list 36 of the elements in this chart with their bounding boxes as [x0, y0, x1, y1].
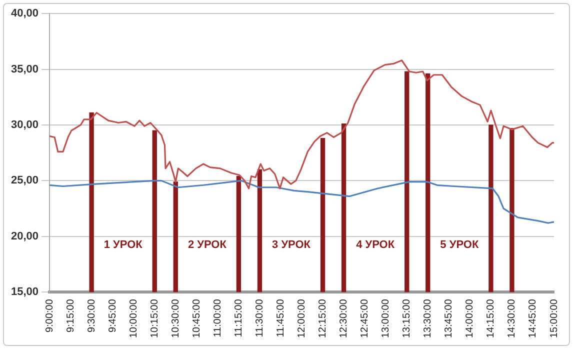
x-tick-label: 9:30:00 [86, 298, 98, 332]
y-tick-label: 25,00 [10, 174, 39, 187]
x-tick-label: 10:15:00 [149, 298, 160, 338]
x-tick-label: 10:45:00 [191, 298, 202, 338]
x-tick-label: 12:00:00 [296, 298, 308, 338]
x-tick-label: 10:30:00 [170, 298, 182, 338]
annotation: 1 УРОК [104, 238, 143, 251]
x-tick-label: 11:15:00 [233, 298, 244, 338]
x-tick-label: 14:30:00 [506, 298, 518, 338]
y-tick-label: 20,00 [10, 230, 39, 242]
x-tick-label: 11:45:00 [275, 298, 286, 338]
y-tick-label: 30,00 [10, 119, 39, 132]
y-tick-label: 35,00 [10, 63, 39, 76]
x-tick-label: 9:00:00 [44, 298, 56, 332]
x-tick-label: 11:30:00 [254, 298, 266, 338]
annotation: 5 УРОК [440, 238, 479, 251]
x-tick-label: 10:00:00 [128, 298, 140, 338]
x-tick-label: 13:45:00 [444, 298, 455, 338]
x-tick-label: 13:30:00 [422, 298, 434, 338]
x-tick-label: 13:15:00 [402, 298, 413, 338]
annotation: 4 УРОК [356, 238, 395, 251]
x-tick-label: 9:15:00 [65, 298, 76, 332]
x-tick-label: 12:15:00 [318, 298, 329, 338]
annotation: 3 УРОК [272, 238, 311, 251]
x-tick-label: 9:45:00 [107, 298, 118, 332]
x-tick-label: 15:00:00 [548, 298, 560, 338]
x-tick-label: 14:15:00 [486, 298, 497, 338]
x-tick-label: 11:00:00 [212, 298, 224, 338]
x-tick-label: 14:45:00 [528, 298, 539, 338]
x-tick-label: 12:45:00 [360, 298, 371, 338]
y-tick-label: 15,00 [10, 286, 39, 298]
x-tick-label: 13:00:00 [380, 298, 392, 338]
annotation: 2 УРОК [188, 238, 227, 251]
x-tick-label: 12:30:00 [338, 298, 350, 338]
x-tick-label: 14:00:00 [464, 298, 476, 338]
y-tick-label: 40,00 [10, 8, 39, 20]
